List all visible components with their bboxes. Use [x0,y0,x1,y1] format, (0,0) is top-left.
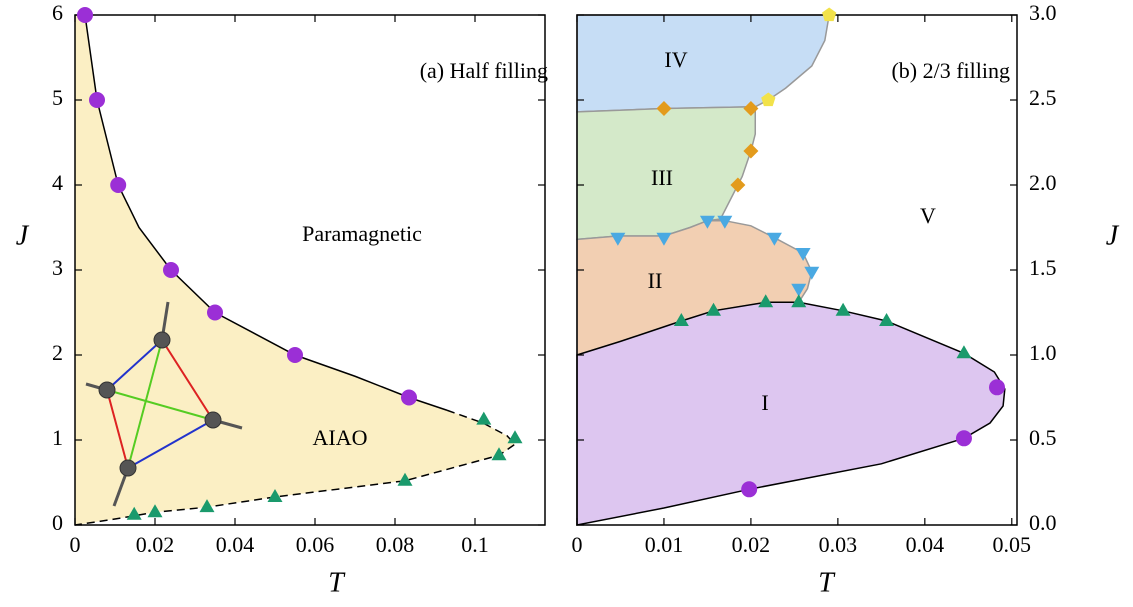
region-label: II [648,268,663,293]
region [576,301,1006,526]
y-tick-label: 6 [52,0,63,25]
boundary-line [84,14,448,411]
marker [741,481,758,498]
marker [717,215,733,229]
y-tick-label: 0 [52,510,63,535]
x-tick-label: 0 [70,532,81,557]
x-axis-label: T [328,567,346,598]
edge [127,419,214,469]
edge [106,389,214,421]
marker [656,101,672,116]
x-tick-label: 0.1 [461,532,489,557]
x-tick-label: 0.02 [136,532,175,557]
y-tick-label: 2.0 [1029,170,1057,195]
marker [822,7,837,22]
marker [287,347,303,363]
y-tick-label: 4 [52,170,63,195]
marker [207,304,223,321]
sphere [98,381,116,399]
marker [956,345,972,359]
x-tick-label: 0 [572,532,583,557]
region [75,15,515,525]
sphere [204,411,222,429]
marker [401,389,417,406]
tetrahedron-inset [85,301,243,507]
region-label: AIAO [313,425,368,450]
x-axis-label: T [818,567,836,598]
x-tick-label: 0.04 [216,532,255,557]
edges [106,339,214,469]
marker [147,504,163,518]
y-tick-label: 1 [52,425,63,450]
x-tick-label: 0.03 [819,532,858,557]
region-label: III [651,165,673,190]
y-tick-label: 0.0 [1029,510,1057,535]
marker [199,499,215,513]
marker [706,302,722,316]
marker [795,248,811,261]
edge [161,339,214,421]
annotation: V [920,203,936,228]
sphere [153,331,171,349]
panel-title: (b) 2/3 filling [891,58,1010,83]
marker [743,143,759,159]
spheres [98,331,222,477]
y-tick-label: 1.0 [1029,340,1057,365]
marker [791,294,807,308]
edge [127,339,163,469]
marker [507,430,523,444]
marker [955,430,972,447]
region-label: I [761,390,768,415]
marker [804,266,820,280]
y-tick-label: 0.5 [1029,425,1057,450]
marker [163,262,179,278]
marker [267,488,283,502]
marker [610,232,626,246]
edge [106,389,129,469]
marker [835,302,851,316]
panel-title: (a) Half filling [420,58,548,83]
marker [879,313,895,326]
region-label: IV [664,47,687,72]
x-tick-label: 0.05 [993,532,1032,557]
marker [766,232,782,246]
marker [89,92,105,108]
x-tick-label: 0.02 [732,532,771,557]
marker [126,506,142,520]
x-tick-label: 0.08 [376,532,415,557]
x-tick-label: 0.04 [906,532,945,557]
y-tick-label: 5 [52,85,63,110]
annotation: Paramagnetic [302,221,422,246]
marker [791,283,807,297]
y-tick-label: 1.5 [1029,255,1057,280]
marker [476,411,492,425]
marker [761,92,776,107]
marker [491,447,507,461]
panel: AIAO [74,14,517,526]
x-tick-label: 0.01 [645,532,684,557]
marker [110,177,127,193]
marker [743,101,759,116]
region [576,14,831,113]
marker [989,379,1005,396]
marker [699,215,715,229]
y-axis-label: J [1106,220,1120,251]
edge [106,339,163,391]
marker [397,472,413,486]
y-tick-label: 3 [52,255,63,280]
y-tick-label: 2 [52,340,63,365]
marker [758,294,774,308]
marker [673,313,689,326]
marker [730,177,746,193]
marker [656,232,672,246]
y-axis-label: J [16,220,30,251]
y-tick-label: 2.5 [1029,85,1057,110]
x-tick-label: 0.06 [296,532,335,557]
y-tick-label: 3.0 [1029,0,1057,25]
sphere [119,459,137,477]
marker [77,7,93,23]
